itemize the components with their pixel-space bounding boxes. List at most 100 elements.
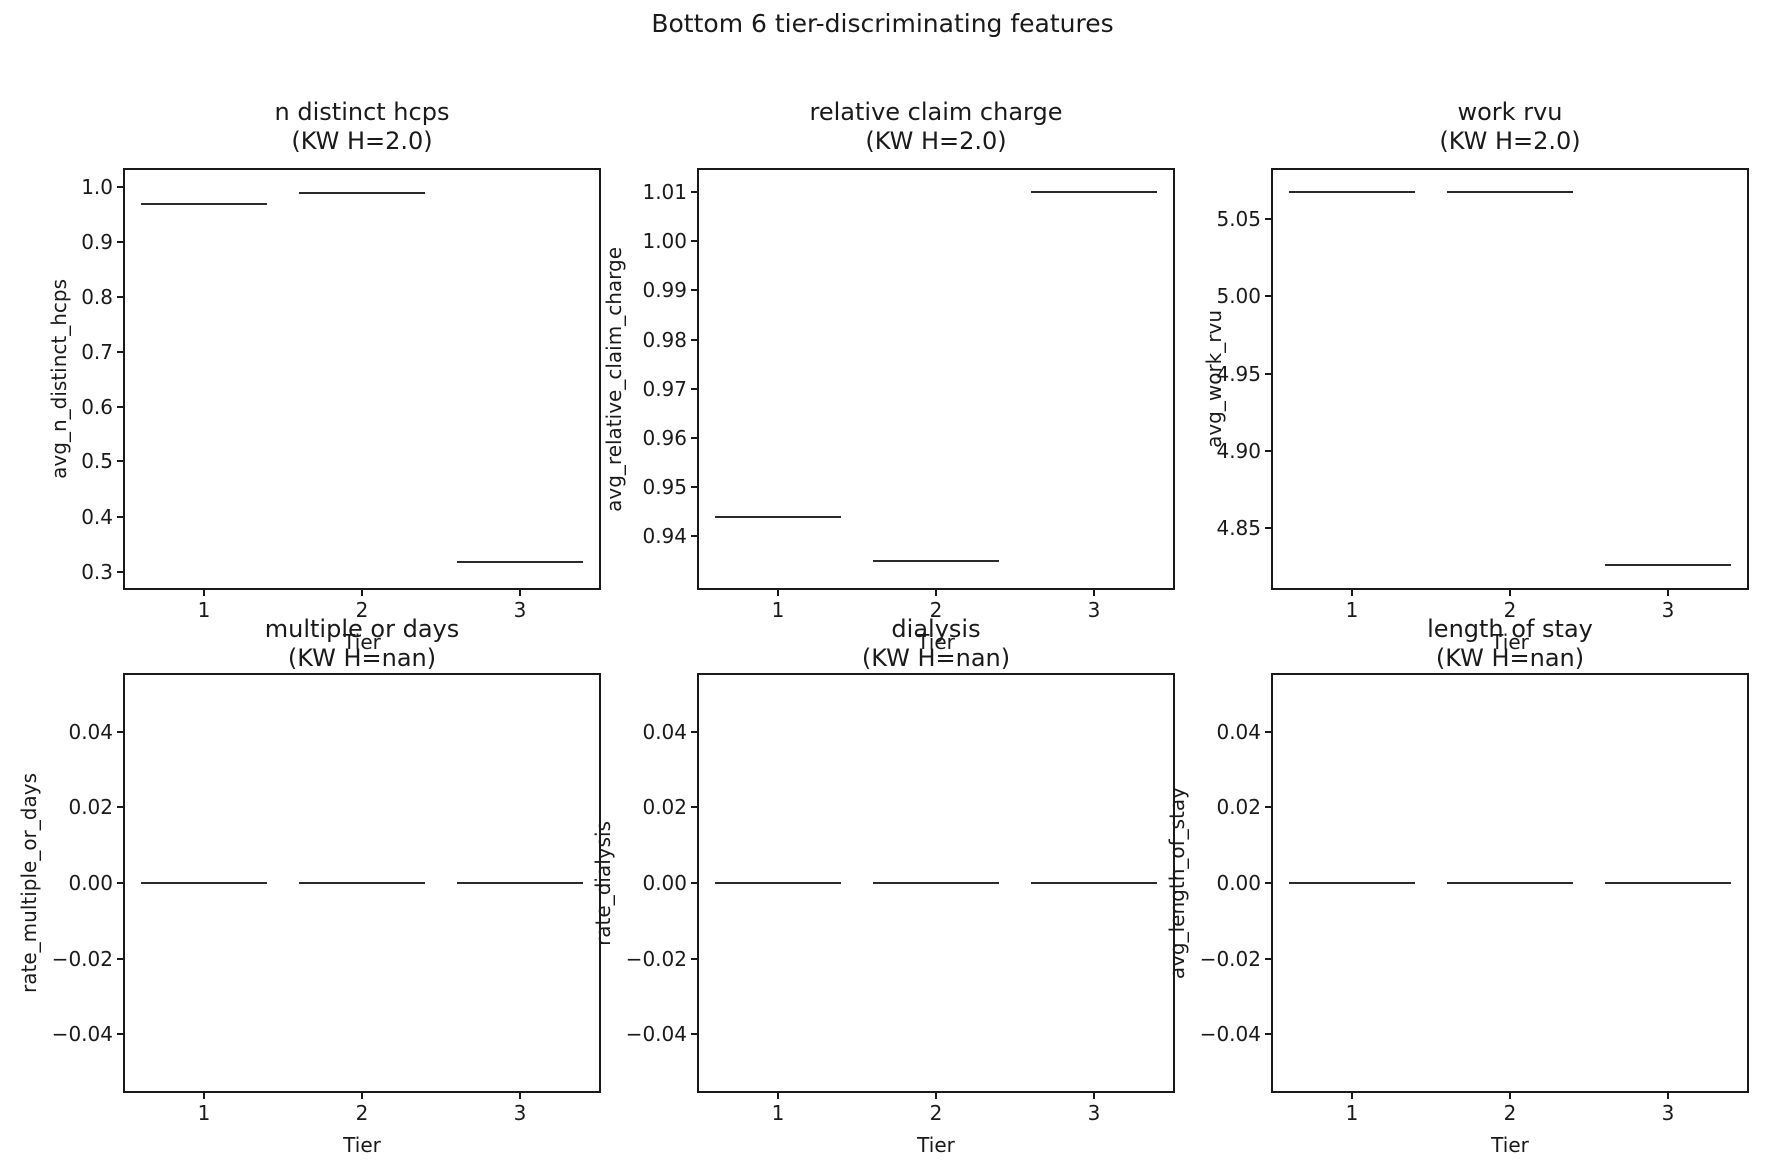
x-tick-mark bbox=[361, 588, 363, 596]
subplot-title-line1: dialysis bbox=[891, 615, 981, 643]
y-tick-label: 0.7 bbox=[81, 339, 113, 364]
y-tick-mark bbox=[691, 240, 699, 243]
x-tick-label: 3 bbox=[1087, 598, 1101, 622]
x-tick-label: 3 bbox=[513, 598, 527, 622]
median-line bbox=[298, 192, 426, 195]
median-line bbox=[1288, 190, 1416, 193]
x-tick-mark bbox=[1093, 588, 1095, 596]
median-line bbox=[872, 882, 1000, 884]
median-line bbox=[1446, 190, 1574, 193]
x-tick-mark bbox=[519, 588, 521, 596]
y-tick-label: 1.01 bbox=[642, 180, 687, 205]
y-tick-label: 4.85 bbox=[1216, 515, 1261, 540]
median-line bbox=[1030, 191, 1158, 194]
y-tick-label: −0.02 bbox=[51, 946, 113, 971]
subplot-title: work rvu (KW H=2.0) bbox=[1439, 98, 1580, 156]
subplot-title-line2: (KW H=2.0) bbox=[865, 127, 1007, 155]
median-line bbox=[714, 515, 842, 518]
x-tick-mark bbox=[1350, 1091, 1353, 1099]
x-tick-mark bbox=[935, 588, 937, 596]
y-tick-label: 0.98 bbox=[642, 327, 687, 352]
x-tick-label: 2 bbox=[1503, 598, 1517, 622]
y-tick-label: 0.04 bbox=[68, 719, 113, 744]
y-tick-mark bbox=[117, 405, 125, 408]
subplot-relative-claim-charge: relative claim charge (KW H=2.0) avg_rel… bbox=[602, 98, 1175, 652]
x-tick-mark bbox=[776, 1091, 779, 1099]
x-axis-label: Tier bbox=[1491, 630, 1529, 654]
y-tick-mark bbox=[1265, 449, 1273, 452]
x-tick-label: 1 bbox=[197, 1101, 211, 1125]
y-tick-mark bbox=[691, 486, 699, 489]
y-tick-label: 0.00 bbox=[68, 871, 113, 895]
median-line bbox=[1030, 882, 1158, 884]
y-tick-label: −0.02 bbox=[625, 946, 687, 971]
x-axis-label: Tier bbox=[917, 1133, 955, 1157]
y-tick-mark bbox=[691, 338, 699, 341]
y-tick-mark bbox=[1265, 526, 1273, 529]
y-tick-label: 0.04 bbox=[1216, 719, 1261, 744]
y-tick-mark bbox=[1265, 806, 1273, 809]
y-tick-mark bbox=[691, 387, 699, 390]
median-line bbox=[140, 882, 268, 884]
median-line bbox=[456, 560, 584, 563]
subplot-title: n distinct hcps (KW H=2.0) bbox=[275, 98, 450, 156]
x-tick-mark bbox=[1350, 588, 1353, 596]
subplot-title-line1: n distinct hcps bbox=[274, 98, 450, 126]
x-tick-mark bbox=[776, 588, 779, 596]
subplot-title: dialysis (KW H=nan) bbox=[862, 615, 1010, 673]
subplot-title-line2: (KW H=nan) bbox=[1435, 644, 1585, 672]
y-tick-mark bbox=[117, 957, 125, 960]
y-tick-mark bbox=[1265, 957, 1273, 960]
y-tick-mark bbox=[691, 806, 699, 809]
y-tick-label: 0.6 bbox=[81, 394, 113, 419]
x-tick-mark bbox=[1509, 588, 1511, 596]
y-tick-label: 0.4 bbox=[81, 504, 113, 529]
y-tick-mark bbox=[1265, 372, 1273, 375]
y-tick-label: 4.90 bbox=[1216, 438, 1261, 463]
subplot-n-distinct-hcps: n distinct hcps (KW H=2.0) avg_n_distinc… bbox=[47, 98, 601, 652]
y-tick-mark bbox=[117, 460, 125, 463]
y-tick-mark bbox=[691, 882, 699, 884]
median-line bbox=[1604, 563, 1732, 566]
y-tick-label: 0.02 bbox=[642, 795, 687, 820]
median-line bbox=[140, 203, 268, 206]
median-line bbox=[1288, 882, 1416, 884]
subplot-title-line2: (KW H=nan) bbox=[861, 644, 1011, 672]
x-tick-mark bbox=[1667, 588, 1669, 596]
y-tick-mark bbox=[117, 730, 125, 733]
x-axis-label: Tier bbox=[343, 1133, 381, 1157]
subplot-work-rvu: work rvu (KW H=2.0) avg_work_rvu Tier 5.… bbox=[1202, 98, 1749, 652]
y-tick-label: 1.00 bbox=[642, 229, 687, 254]
subplot-title-line1: multiple or days bbox=[264, 615, 460, 643]
y-tick-label: 1.0 bbox=[81, 174, 113, 199]
x-tick-label: 3 bbox=[1661, 1101, 1675, 1125]
x-tick-label: 1 bbox=[771, 598, 785, 622]
y-tick-mark bbox=[117, 806, 125, 809]
x-tick-label: 2 bbox=[929, 598, 943, 622]
subplot-title: length of stay (KW H=nan) bbox=[1427, 615, 1593, 673]
y-tick-mark bbox=[117, 882, 125, 884]
y-tick-label: −0.04 bbox=[51, 1022, 113, 1047]
y-tick-label: 0.04 bbox=[642, 719, 687, 744]
y-tick-mark bbox=[117, 185, 125, 188]
y-tick-mark bbox=[691, 289, 699, 292]
y-tick-mark bbox=[1265, 218, 1273, 221]
x-tick-label: 1 bbox=[197, 598, 211, 622]
x-tick-label: 3 bbox=[1661, 598, 1675, 622]
subplot-dialysis: dialysis (KW H=nan) rate_dialysis Tier 0… bbox=[591, 615, 1175, 1155]
figure-title: Bottom 6 tier-discriminating features bbox=[651, 9, 1114, 38]
y-tick-label: 0.99 bbox=[642, 278, 687, 303]
subplot-title-line1: relative claim charge bbox=[809, 98, 1063, 126]
y-tick-label: 0.95 bbox=[642, 475, 687, 500]
x-tick-mark bbox=[1093, 1091, 1095, 1099]
y-axis-label: rate_dialysis bbox=[591, 820, 615, 946]
y-tick-mark bbox=[117, 240, 125, 243]
x-tick-mark bbox=[202, 588, 205, 596]
x-tick-mark bbox=[202, 1091, 205, 1099]
x-tick-mark bbox=[1509, 1091, 1511, 1099]
y-tick-label: −0.04 bbox=[625, 1022, 687, 1047]
y-tick-label: 0.02 bbox=[1216, 795, 1261, 820]
y-tick-label: 0.96 bbox=[642, 426, 687, 450]
subplot-title-line2: (KW H=2.0) bbox=[291, 127, 433, 155]
